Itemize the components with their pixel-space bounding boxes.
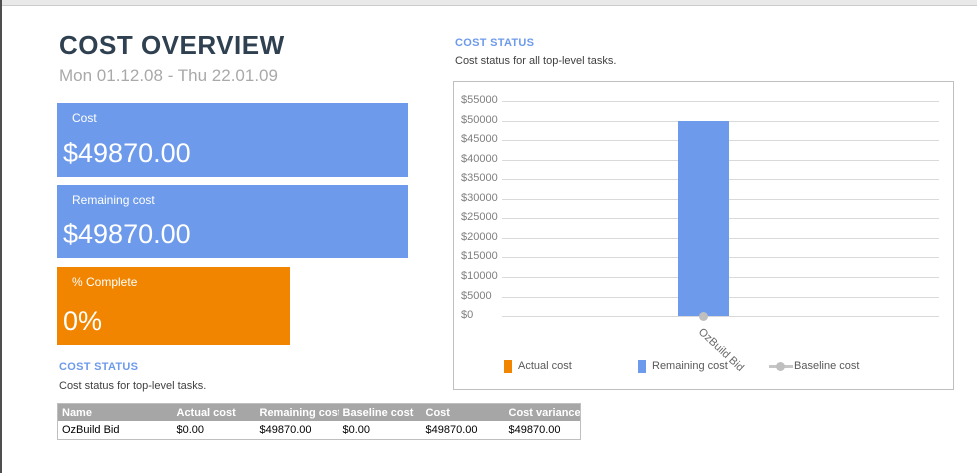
chart-gridline: [502, 316, 939, 317]
top-edge-divider: [0, 0, 977, 6]
legend-item-actual-cost: Actual cost: [504, 358, 572, 374]
left-cost-status-subtitle: Cost status for top-level tasks.: [59, 380, 207, 392]
remaining-cost-kpi-card[interactable]: Remaining cost $49870.00: [57, 185, 408, 258]
chart-cost-status-heading: COST STATUS: [455, 37, 535, 49]
y-axis-tick-label: $50000: [461, 113, 498, 126]
remaining-cost-bar[interactable]: [677, 121, 729, 316]
page-title: COST OVERVIEW: [59, 30, 285, 60]
legend-line-dot: [776, 361, 785, 371]
chart-gridline: [502, 101, 939, 102]
remaining-cost-legend-swatch: [638, 359, 646, 373]
legend-label: Actual cost: [518, 360, 572, 372]
table-cell: $49870.00: [504, 421, 581, 440]
remaining-cost-kpi-value: $49870.00: [63, 219, 191, 249]
cost-status-chart[interactable]: $0 $5000 $10000 $15000 $20000 $25000 $30000 $35…: [453, 81, 954, 390]
column-header-cost: Cost: [421, 403, 505, 421]
y-axis-tick-label: $25000: [461, 211, 498, 224]
column-header-name: Name: [57, 403, 173, 421]
y-axis-tick-label: $0: [461, 309, 474, 321]
left-cost-status-heading: COST STATUS: [59, 361, 139, 373]
y-axis-tick-label: $35000: [461, 172, 498, 185]
chart-gridline: [502, 120, 939, 122]
legend-item-baseline-cost: Baseline cost: [769, 358, 859, 374]
remaining-cost-kpi-label: Remaining cost: [72, 193, 155, 207]
table-row[interactable]: OzBuild Bid $0.00 $49870.00 $0.00 $49870.00 $…: [57, 421, 581, 440]
report-date-range: Mon 01.12.08 - Thu 22.01.09: [59, 66, 278, 85]
percent-complete-kpi-card[interactable]: % Complete 0%: [57, 267, 290, 345]
baseline-cost-marker: [698, 311, 708, 321]
y-axis-tick-label: $30000: [461, 191, 498, 204]
column-header-actual-cost: Actual cost: [172, 403, 256, 421]
y-axis-tick-label: $10000: [461, 269, 498, 282]
column-header-baseline-cost: Baseline cost: [338, 403, 422, 421]
legend-label: Baseline cost: [794, 360, 860, 372]
cost-summary-table[interactable]: Name Actual cost Remaining cost Baseline co…: [57, 403, 581, 440]
actual-cost-legend-swatch: [504, 359, 512, 373]
y-axis-tick-label: $45000: [461, 133, 498, 146]
column-header-cost-variance: Cost variance: [504, 403, 581, 421]
table-cell: $49870.00: [255, 421, 339, 440]
cost-kpi-card[interactable]: Cost $49870.00: [57, 103, 408, 177]
percent-complete-kpi-value: 0%: [63, 306, 103, 336]
left-edge-border: [0, 0, 2, 473]
y-axis-tick-label: $15000: [461, 250, 498, 263]
table-cell: $49870.00: [421, 421, 505, 440]
y-axis-tick-label: $5000: [461, 289, 492, 302]
table-cell: OzBuild Bid: [57, 421, 173, 440]
column-header-remaining-cost: Remaining cost: [255, 403, 339, 421]
chart-cost-status-subtitle: Cost status for all top-level tasks.: [455, 55, 617, 67]
table-cell: $0.00: [172, 421, 256, 440]
y-axis-tick-label: $40000: [461, 152, 498, 165]
y-axis-tick-label: $20000: [461, 230, 498, 243]
table-header-row: Name Actual cost Remaining cost Baseline co…: [57, 403, 581, 421]
y-axis-tick-label: $55000: [461, 94, 498, 106]
cost-kpi-label: Cost: [72, 111, 97, 125]
baseline-cost-legend-swatch: [769, 361, 793, 371]
table-cell: $0.00: [338, 421, 422, 440]
legend-label: Remaining cost: [652, 360, 728, 372]
legend-item-remaining-cost: Remaining cost: [638, 358, 728, 374]
cost-kpi-value: $49870.00: [63, 138, 191, 168]
percent-complete-kpi-label: % Complete: [72, 275, 138, 289]
